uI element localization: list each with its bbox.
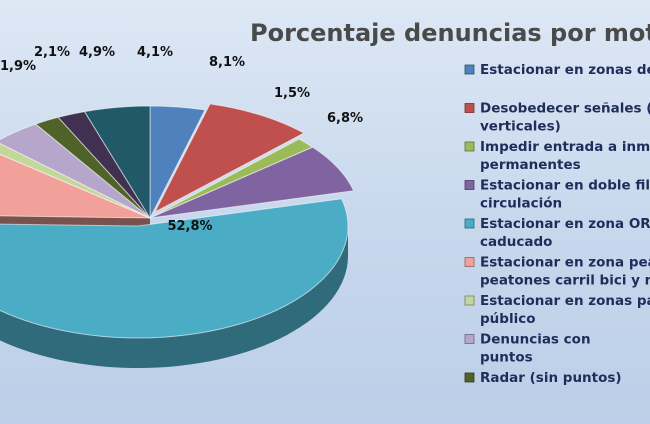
legend-swatch-7 [464,334,475,344]
chart-title: Porcentaje denuncias por motivo [250,19,650,47]
data-labels: 4,1% 8,1% 1,5% 6,8% 52,8% 1,9%2,1% 4,9% [0,45,363,234]
legend-swatch-0 [464,64,475,75]
data-label-9: 2,1% [34,45,70,60]
pie-slices [0,103,355,339]
pie-side-4 [0,226,348,368]
legend-label-3-cont: circulación [480,196,562,212]
legend-label-5: Estacionar en zona peat [480,255,650,271]
legend-label-1-cont: verticales) [480,119,561,135]
legend-label-5-cont: peatones carril bici y m [480,273,650,289]
legend-label-2-cont: permanentes [480,157,581,173]
legend-label-4-cont: caducado [480,234,552,250]
data-label-10: 4,9% [79,45,115,60]
data-label-8: 1,9% [0,59,36,74]
legend: Estacionar en zonas de Desobedecer señale… [464,62,650,386]
data-label-0: 4,1% [137,45,173,60]
legend-label-0: Estacionar en zonas de [480,62,650,78]
pie-slice-3 [149,146,355,219]
data-label-1: 8,1% [209,55,245,70]
legend-swatch-2 [464,141,475,152]
legend-label-7-cont: puntos [480,350,533,366]
data-label-2: 1,5% [274,86,310,101]
data-label-4: 52,8% [167,219,212,234]
legend-swatch-5 [464,257,475,267]
pie-slice-1 [153,103,306,214]
legend-swatch-8 [464,372,475,383]
legend-swatch-4 [464,218,475,229]
legend-label-6: Estacionar en zonas par [480,293,650,309]
legend-label-3: Estacionar en doble fila [480,178,650,194]
legend-swatch-3 [464,180,475,190]
legend-label-7: Denuncias con [480,332,591,348]
legend-label-8: Radar (sin puntos) [480,370,622,386]
legend-label-4: Estacionar en zona ORA [480,216,650,232]
legend-label-1: Desobedecer señales (h [480,101,650,117]
pie-slice-10 [83,105,151,220]
legend-label-6-cont: público [480,311,535,327]
legend-swatch-6 [464,295,475,306]
pie-slice-4 [0,198,349,339]
data-label-3: 6,8% [327,111,363,126]
legend-label-2: Impedir entrada a inmu [480,139,650,155]
legend-swatch-1 [464,103,475,113]
